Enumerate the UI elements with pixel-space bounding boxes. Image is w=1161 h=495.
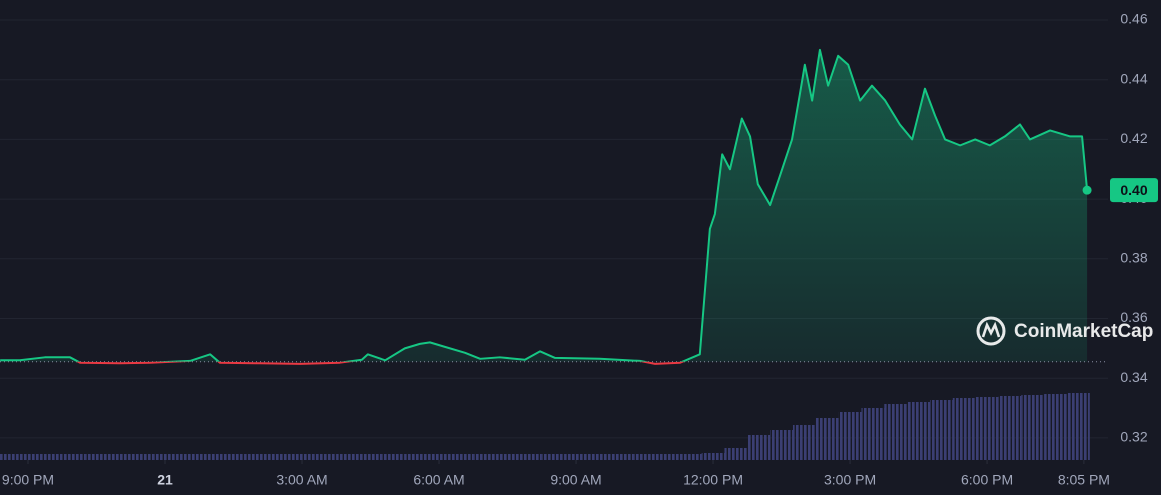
volume-bar: [153, 454, 177, 460]
volume-bar: [815, 418, 839, 460]
volume-bar: [861, 408, 885, 460]
x-tick-label: 21: [157, 472, 173, 488]
volume-bar: [107, 454, 131, 460]
volume-bar: [724, 448, 748, 460]
volume-bar: [222, 454, 245, 460]
volume-bar: [792, 425, 816, 460]
volume-bar: [0, 454, 17, 460]
x-tick-label: 3:00 AM: [276, 472, 327, 488]
x-tick-label: 12:00 PM: [683, 472, 743, 488]
last-price-dot: [1082, 185, 1092, 195]
x-tick-label: 9:00 PM: [2, 472, 54, 488]
volume-bar: [701, 453, 725, 460]
x-tick-label: 8:05 PM: [1058, 472, 1110, 488]
volume-bar: [838, 412, 862, 460]
volume-bar: [747, 435, 771, 460]
volume-bar: [336, 454, 360, 460]
volume-bar: [404, 454, 428, 460]
volume-bar: [929, 400, 953, 460]
watermark: CoinMarketCap: [976, 316, 1153, 346]
volume-bar: [610, 454, 634, 460]
price-line-up: [0, 48, 1089, 362]
volume-bar: [16, 454, 40, 460]
volume-bar: [473, 454, 497, 460]
volume-bar: [884, 404, 908, 460]
volume-bar: [381, 454, 405, 460]
volume-bar: [244, 454, 268, 460]
volume-bar: [176, 454, 200, 460]
volume-bar: [1044, 394, 1067, 460]
y-tick-label: 0.32: [1120, 429, 1147, 445]
volume-bar: [564, 454, 588, 460]
volume-bar: [655, 454, 679, 460]
volume-bar: [998, 396, 1022, 460]
x-tick-label: 9:00 AM: [550, 472, 601, 488]
volume-bar: [85, 454, 108, 460]
y-tick-label: 0.46: [1120, 11, 1147, 27]
volume-bar: [427, 454, 451, 460]
volume-bar: [62, 454, 86, 460]
volume-bar: [1021, 395, 1045, 460]
volume-bar: [907, 402, 930, 460]
volume-bar: [1066, 393, 1090, 460]
volume-bar: [313, 454, 337, 460]
y-tick-label: 0.44: [1120, 70, 1147, 86]
volume-bar: [518, 454, 542, 460]
volume-bar: [975, 397, 999, 460]
y-tick-label: 0.38: [1120, 250, 1147, 266]
volume-bar: [496, 454, 519, 460]
volume-bar: [633, 454, 656, 460]
volume-bar: [359, 454, 382, 460]
volume-bar: [39, 454, 63, 460]
last-price-label: 0.40: [1120, 182, 1147, 198]
volume-bar: [290, 454, 314, 460]
volume-bar: [130, 454, 154, 460]
volume-bar: [199, 454, 223, 460]
volume-bar: [587, 454, 611, 460]
volume-bar: [770, 430, 793, 460]
x-tick-label: 3:00 PM: [824, 472, 876, 488]
watermark-logo: [976, 316, 1006, 346]
y-tick-label: 0.36: [1120, 309, 1147, 325]
y-tick-label: 0.34: [1120, 369, 1147, 385]
y-tick-label: 0.42: [1120, 130, 1147, 146]
x-tick-label: 6:00 PM: [961, 472, 1013, 488]
price-line-down: [76, 361, 685, 365]
volume-bar: [450, 454, 474, 460]
volume-bar: [952, 398, 976, 460]
price-area: [0, 49, 1088, 362]
watermark-logo-mark: [981, 321, 1001, 338]
volume-bar: [678, 454, 702, 460]
last-price-badge: [1110, 178, 1158, 203]
watermark-text: CoinMarketCap: [1014, 321, 1153, 342]
volume-bar: [541, 454, 565, 460]
volume-bar: [267, 454, 291, 460]
x-tick-label: 6:00 AM: [413, 472, 464, 488]
